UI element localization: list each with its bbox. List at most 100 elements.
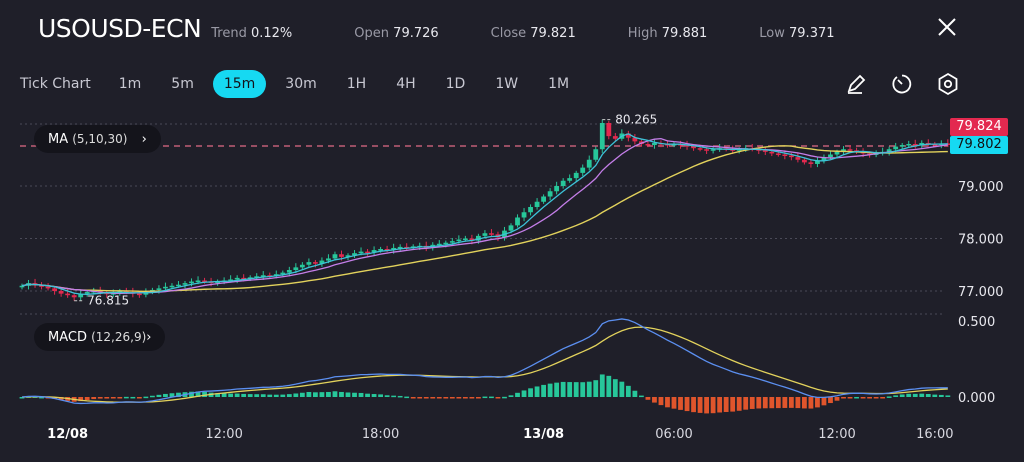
- close-icon: [938, 18, 956, 36]
- candle: [280, 272, 286, 275]
- macd-histogram-bar: [358, 392, 364, 397]
- macd-histogram-bar: [925, 394, 931, 397]
- candle: [691, 146, 696, 149]
- candle: [534, 201, 540, 207]
- candle: [788, 155, 794, 158]
- macd-histogram-bar: [189, 391, 194, 397]
- candle: [834, 151, 840, 155]
- timer-button[interactable]: [888, 70, 916, 98]
- macd-histogram-bar: [267, 394, 273, 397]
- candle: [326, 258, 331, 261]
- macd-histogram-bar: [117, 397, 123, 399]
- macd-histogram-bar: [612, 379, 618, 397]
- candle: [567, 178, 573, 181]
- ma-indicator-button[interactable]: MA (5,10,30) ›: [34, 125, 161, 153]
- macd-histogram-bar: [228, 393, 234, 397]
- ma5-line: [21, 133, 948, 296]
- chevron-right-icon: ›: [146, 330, 152, 345]
- pencil-icon: [847, 74, 866, 94]
- candle: [469, 238, 475, 241]
- candle: [123, 291, 129, 293]
- timeframe-1d[interactable]: 1D: [445, 76, 466, 92]
- macd-histogram-bar: [508, 395, 514, 397]
- settings-button[interactable]: [934, 70, 962, 98]
- candle: [808, 162, 814, 164]
- bid-price-tag: 79.802: [950, 136, 1008, 154]
- macd-histogram-bar: [691, 397, 696, 413]
- macd-histogram-bar: [880, 397, 886, 399]
- timeframe-5m[interactable]: 5m: [171, 76, 194, 92]
- candle: [156, 288, 162, 290]
- macd-histogram-bar: [886, 396, 892, 398]
- candle: [319, 260, 325, 264]
- macd-histogram-bar: [247, 394, 253, 397]
- macd-histogram-bar: [371, 394, 377, 397]
- candle: [886, 149, 892, 152]
- macd-histogram-bar: [443, 397, 449, 399]
- timeframe-30m[interactable]: 30m: [285, 76, 317, 92]
- macd-histogram-bar: [339, 391, 344, 397]
- chevron-right-icon: ›: [141, 132, 147, 147]
- macd-histogram-bar: [430, 397, 436, 399]
- time-axis-label: 06:00: [655, 427, 692, 442]
- macd-histogram-bar: [19, 397, 25, 399]
- macd-histogram-bar: [899, 394, 905, 397]
- candle: [45, 286, 51, 289]
- stat-value: 0.12%: [250, 26, 293, 41]
- timeframe-1m[interactable]: 1M: [548, 76, 570, 92]
- candle: [847, 149, 853, 151]
- macd-histogram-bar: [456, 397, 462, 399]
- macd-histogram-bar: [528, 388, 533, 397]
- stat-high: High 79.881: [628, 26, 708, 41]
- draw-button[interactable]: [842, 70, 870, 98]
- time-axis-label: 16:00: [916, 427, 953, 442]
- macd-histogram-bar: [762, 397, 768, 409]
- candle: [286, 270, 292, 273]
- candle: [580, 167, 586, 173]
- candle: [195, 280, 201, 282]
- candle: [443, 242, 449, 245]
- macd-histogram-bar: [710, 397, 716, 414]
- close-button[interactable]: [934, 14, 960, 40]
- macd-histogram-bar: [515, 392, 520, 397]
- timeframe-1h[interactable]: 1H: [346, 76, 367, 92]
- candle: [254, 276, 260, 278]
- macd-tick-label: 0.000: [958, 391, 995, 406]
- macd-histogram-bar: [821, 397, 827, 406]
- candle: [593, 149, 599, 160]
- indicator-name: MACD: [48, 330, 87, 345]
- candle: [893, 146, 899, 150]
- macd-histogram-bar: [847, 397, 853, 399]
- candle: [795, 157, 801, 160]
- macd-histogram-bar: [632, 390, 638, 397]
- macd-histogram-bar: [378, 394, 383, 397]
- candle: [189, 281, 194, 284]
- macd-histogram-bar: [606, 375, 612, 397]
- macd-histogram-bar: [749, 397, 755, 409]
- macd-indicator-button[interactable]: MACD (12,26,9)›: [34, 323, 166, 351]
- macd-histogram-bar: [919, 393, 925, 397]
- macd-histogram-bar: [449, 397, 455, 399]
- macd-histogram-bar: [815, 397, 820, 408]
- stat-open: Open 79.726: [354, 26, 438, 41]
- candle: [899, 145, 905, 147]
- timeframe-4h[interactable]: 4H: [396, 76, 416, 92]
- candle: [599, 123, 605, 150]
- macd-histogram-bar: [254, 394, 260, 397]
- timeframe-15m[interactable]: 15m: [212, 70, 267, 98]
- macd-histogram-bar: [723, 397, 729, 412]
- macd-histogram-bar: [234, 393, 240, 397]
- macd-histogram-bar: [854, 396, 859, 399]
- candle: [65, 293, 71, 296]
- candle: [58, 291, 64, 294]
- timeframe-tick-chart[interactable]: Tick Chart: [20, 76, 91, 92]
- candle: [684, 145, 690, 147]
- timeframe-1w[interactable]: 1W: [495, 76, 519, 92]
- timeframe-1m[interactable]: 1m: [118, 76, 142, 92]
- symbol-title: USOUSD-ECN: [38, 14, 202, 43]
- macd-histogram-bar: [945, 395, 951, 397]
- stat-value: 79.821: [530, 26, 576, 41]
- macd-histogram-bar: [384, 395, 390, 397]
- macd-histogram-bar: [586, 381, 592, 397]
